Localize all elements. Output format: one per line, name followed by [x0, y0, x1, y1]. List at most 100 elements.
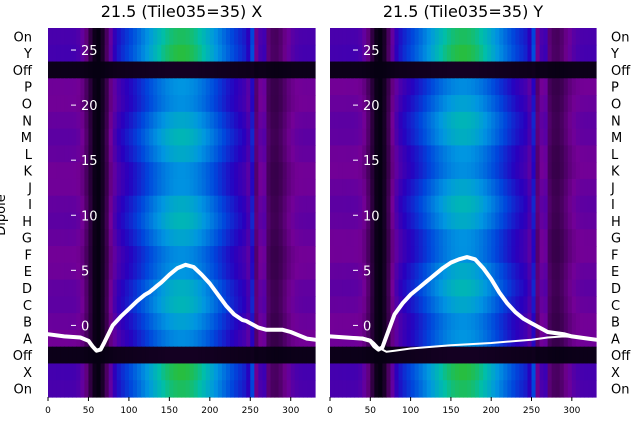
heatmap-cell — [290, 229, 296, 247]
heatmap-cell — [290, 313, 296, 331]
heatmap-cell — [467, 195, 472, 214]
heatmap-cell — [230, 279, 235, 297]
heatmap-cell — [503, 61, 508, 79]
heatmap-cell — [294, 28, 300, 46]
heatmap-cell — [382, 363, 388, 381]
heatmap-cell — [410, 178, 416, 197]
heatmap-cell — [491, 44, 496, 63]
heatmap-cell — [132, 28, 138, 46]
heatmap-cell — [543, 380, 549, 398]
heatmap-cell — [398, 313, 404, 331]
heatmap-cell — [145, 346, 150, 365]
heatmap-cell — [60, 262, 65, 281]
heatmap-cell — [185, 178, 191, 197]
heatmap-cell — [254, 61, 259, 79]
heatmap-cell — [358, 145, 363, 163]
heatmap-cell — [193, 195, 199, 214]
heatmap-cell — [591, 61, 597, 79]
heatmap-cell — [161, 279, 166, 297]
heatmap-cell — [366, 313, 371, 331]
heatmap-cell — [270, 380, 276, 398]
heatmap-cell — [346, 346, 351, 365]
row-label: M — [611, 131, 622, 146]
heatmap-cell — [342, 380, 347, 398]
heatmap-cell — [523, 363, 529, 381]
heatmap-cell — [446, 111, 452, 130]
heatmap-cell — [531, 145, 537, 163]
heatmap-cell — [209, 262, 215, 281]
heatmap-cell — [386, 296, 392, 314]
heatmap-cell — [242, 44, 247, 63]
heatmap-cell — [479, 95, 484, 113]
heatmap-cell — [515, 346, 521, 365]
heatmap-cell — [463, 178, 468, 197]
heatmap-cell — [563, 246, 569, 264]
heatmap-cell — [278, 329, 284, 348]
heatmap-cell — [539, 262, 545, 281]
heatmap-cell — [414, 61, 420, 79]
heatmap-cell — [487, 212, 492, 230]
heatmap-cell — [270, 195, 276, 214]
heatmap-cell — [60, 111, 65, 130]
heatmap-cell — [479, 111, 484, 130]
heatmap-cell — [68, 44, 73, 63]
heatmap-cell — [80, 145, 86, 163]
heatmap-cell — [141, 229, 146, 247]
heatmap-cell — [294, 44, 300, 63]
heatmap-cell — [390, 78, 396, 96]
heatmap-cell — [120, 61, 126, 79]
heatmap-cell — [418, 128, 424, 147]
heatmap-cell — [330, 279, 335, 297]
heatmap-cell — [286, 346, 292, 365]
heatmap-cell — [56, 195, 61, 214]
heatmap-cell — [495, 195, 500, 214]
heatmap-cell — [112, 212, 118, 230]
heatmap-cell — [294, 111, 300, 130]
heatmap-cell — [88, 78, 94, 96]
heatmap-cell — [141, 28, 146, 46]
heatmap-cell — [306, 346, 312, 365]
heatmap-cell — [583, 262, 589, 281]
heatmap-cell — [56, 61, 61, 79]
heatmap-cell — [177, 195, 183, 214]
heatmap-cell — [366, 28, 371, 46]
heatmap-cell — [370, 95, 375, 113]
heatmap-cell — [467, 279, 472, 297]
heatmap-cell — [370, 246, 375, 264]
heatmap-cell — [120, 44, 126, 63]
heatmap-cell — [591, 128, 597, 147]
heatmap-cell — [84, 246, 90, 264]
heatmap-cell — [157, 346, 162, 365]
heatmap-cell — [234, 162, 239, 180]
heatmap-cell — [398, 279, 404, 297]
heatmap-cell — [226, 229, 231, 247]
heatmap-cell — [221, 380, 227, 398]
heatmap-cell — [410, 246, 416, 264]
heatmap-cell — [177, 95, 183, 113]
heatmap-cell — [330, 313, 335, 331]
heatmap-cell — [173, 329, 179, 348]
heatmap-cell — [479, 212, 484, 230]
heatmap-cell — [242, 229, 247, 247]
heatmap-cell — [346, 296, 351, 314]
heatmap-cell — [438, 229, 444, 247]
heatmap-cell — [278, 195, 284, 214]
heatmap-cell — [189, 313, 195, 331]
heatmap-cell — [539, 44, 545, 63]
heatmap-cell — [254, 145, 259, 163]
heatmap-cell — [458, 329, 464, 348]
heatmap-cell — [221, 178, 227, 197]
heatmap-cell — [286, 296, 292, 314]
heatmap-cell — [274, 262, 280, 281]
heatmap-cell — [302, 44, 308, 63]
heatmap-cell — [438, 346, 444, 365]
heatmap-cell — [64, 363, 69, 381]
heatmap-cell — [197, 212, 203, 230]
heatmap-cell — [197, 313, 203, 331]
heatmap-cell — [201, 296, 207, 314]
heatmap-cell — [467, 178, 472, 197]
heatmap-cell — [266, 28, 272, 46]
heatmap-cell — [290, 329, 296, 348]
heatmap-cell — [141, 95, 146, 113]
heatmap-cell — [430, 145, 436, 163]
